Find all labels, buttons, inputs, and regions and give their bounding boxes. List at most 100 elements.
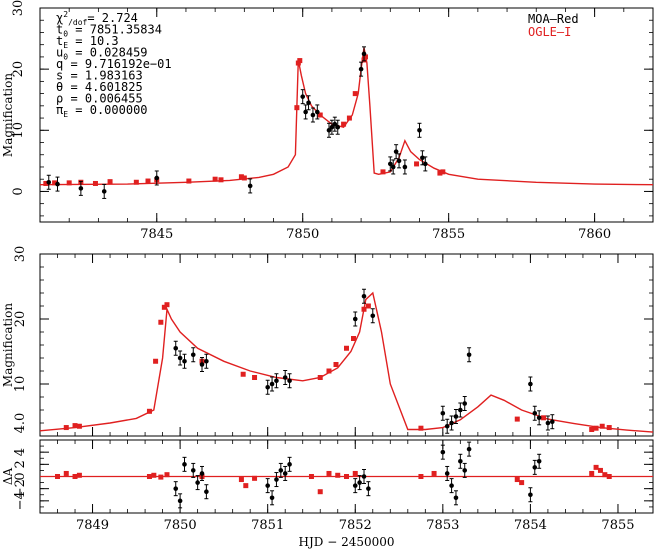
fit-parameter: θ = 4.601825 — [56, 80, 143, 94]
param-value: = 1.983163 — [63, 69, 142, 83]
ogle-point — [158, 474, 164, 480]
x-tick-label: 7851 — [251, 518, 284, 533]
param-value: = 10.3 — [68, 34, 119, 48]
ogle-point — [238, 174, 244, 180]
param-symbol: t — [56, 34, 63, 48]
ogle-point — [164, 472, 170, 478]
ogle-point — [218, 177, 224, 183]
moa-point — [101, 189, 107, 194]
moa-point — [545, 420, 551, 426]
x-tick-label: 7850 — [286, 227, 319, 242]
ogle-point — [414, 161, 420, 167]
moa-point — [265, 384, 270, 390]
moa-point — [182, 462, 187, 467]
moa-point — [190, 468, 196, 473]
param-value: = 2.724 — [87, 11, 138, 25]
ogle-point — [252, 475, 258, 481]
moa-point — [352, 316, 358, 322]
ogle-point — [593, 464, 599, 470]
moa-point — [287, 378, 292, 384]
ogle-point — [107, 179, 113, 185]
moa-point — [199, 362, 205, 367]
y-tick-label: 2 — [13, 460, 28, 468]
ogle-point — [418, 425, 424, 431]
ogle-point — [66, 180, 72, 186]
ogle-point — [133, 179, 139, 185]
panel-overview: 7845 7850 7855 78600102030Magnificationχ2/d… — [1, 0, 654, 242]
moa-point — [190, 352, 196, 358]
plot-frame — [39, 253, 654, 437]
y-tick-label: 10 — [11, 122, 26, 139]
param-subscript: E — [63, 41, 68, 50]
moa-point — [417, 127, 422, 133]
x-tick-label: 7855 — [432, 227, 465, 242]
ogle-point — [602, 472, 608, 478]
fit-parameter: s = 1.983163 — [56, 69, 143, 83]
ogle-point — [380, 169, 386, 175]
ogle-point — [514, 416, 520, 422]
moa-point — [195, 480, 200, 485]
y-tick-label: −4 — [13, 491, 28, 510]
ogle-point — [52, 180, 58, 186]
y-axis-title: ΔA — [1, 468, 15, 486]
ogle-point — [43, 180, 49, 186]
ogle-point — [362, 54, 368, 60]
param-symbol: θ — [56, 80, 63, 94]
moa-point — [265, 483, 270, 488]
moa-point — [549, 419, 555, 425]
moa-point — [449, 483, 454, 488]
moa-point — [204, 358, 209, 364]
moa-point — [361, 293, 367, 299]
legend-entry: MOA–Red — [528, 12, 579, 26]
ogle-point — [146, 408, 152, 414]
param-symbol: t — [56, 23, 63, 37]
y-axis-title: Magnification — [1, 73, 15, 157]
moa-point — [366, 486, 371, 491]
y-tick-label: 10 — [13, 376, 28, 393]
moa-point — [390, 164, 396, 170]
param-subscript: E — [63, 110, 68, 119]
ogle-point — [418, 474, 424, 479]
x-tick-label: 7849 — [76, 518, 109, 533]
moa-point — [423, 161, 428, 167]
y-tick-label: 4 — [13, 448, 28, 456]
moa-point — [182, 358, 187, 364]
moa-point — [78, 186, 84, 191]
moa-point — [247, 183, 253, 189]
moa-point — [440, 449, 446, 455]
moa-point — [532, 410, 538, 416]
ogle-point — [440, 169, 446, 175]
x-tick-label: 7853 — [426, 518, 459, 533]
y-tick-label: 20 — [11, 61, 26, 78]
moa-point — [462, 468, 468, 473]
y-tick-label: 30 — [11, 0, 26, 16]
moa-point — [274, 378, 279, 384]
ogle-point — [308, 474, 314, 479]
panel-zoom: 4.0 10 20 30 Magnification — [1, 246, 654, 437]
ogle-point — [212, 176, 218, 182]
fit-parameter: χ2/dof= 2.724 — [56, 10, 138, 27]
moa-point — [204, 489, 209, 495]
moa-point — [177, 355, 183, 361]
ogle-point — [344, 474, 349, 479]
ogle-point — [240, 371, 246, 377]
moa-point — [282, 375, 288, 380]
param-symbol: π — [56, 103, 63, 117]
moa-point — [282, 471, 288, 476]
ogle-point — [437, 170, 443, 176]
x-tick-label: 7852 — [339, 518, 372, 533]
ogle-point — [589, 427, 595, 432]
ogle-point — [341, 121, 347, 127]
ogle-point — [352, 91, 358, 97]
x-axis-title: HJD − 2450000 — [298, 535, 394, 549]
moa-point — [361, 474, 367, 479]
ogle-point — [164, 302, 170, 308]
moa-point — [199, 471, 205, 476]
ogle-point — [352, 470, 358, 476]
x-tick-label: 7845 — [140, 227, 173, 242]
ogle-point — [317, 489, 323, 495]
moa-point — [357, 480, 362, 485]
moa-point — [269, 381, 275, 387]
ogle-point — [599, 423, 605, 429]
